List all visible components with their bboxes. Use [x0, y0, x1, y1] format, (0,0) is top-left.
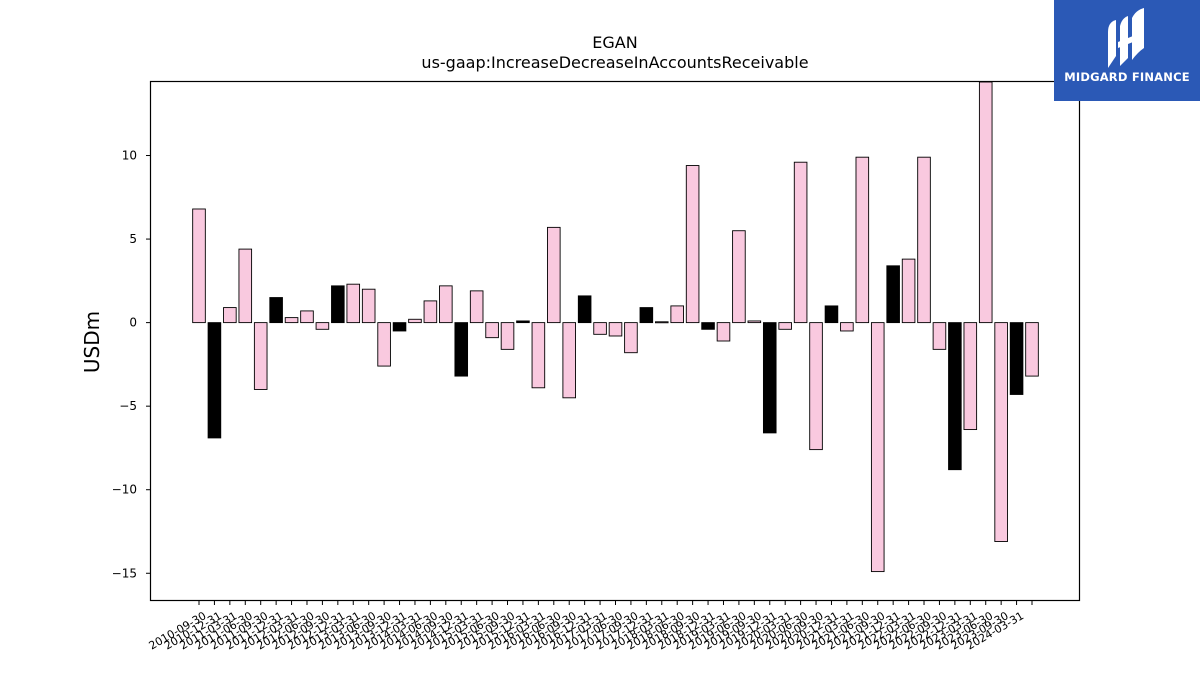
bar	[655, 321, 669, 324]
bar	[439, 285, 453, 324]
y-tick-label: −10	[112, 483, 137, 497]
bar	[716, 322, 731, 342]
bar	[809, 322, 823, 451]
bar	[670, 305, 684, 324]
midgard-logo-icon	[1108, 8, 1144, 68]
bar	[331, 285, 345, 324]
bar	[917, 156, 931, 324]
bar	[577, 295, 592, 324]
bar	[377, 322, 391, 367]
bar	[762, 322, 777, 434]
bar	[901, 258, 916, 324]
y-tick-label: −15	[112, 566, 137, 580]
bar	[747, 320, 762, 324]
bar	[346, 283, 361, 324]
bar	[793, 161, 808, 324]
y-tick-label: 10	[122, 149, 137, 163]
bar	[824, 305, 839, 324]
bar	[948, 322, 962, 471]
bar	[562, 322, 577, 399]
bar	[469, 290, 484, 324]
bar	[238, 248, 253, 324]
bar	[547, 226, 561, 324]
bar	[423, 300, 438, 324]
bar	[300, 310, 314, 324]
bar	[315, 322, 330, 330]
y-tick-label: 5	[129, 232, 137, 246]
bar	[778, 322, 792, 330]
chart-title: EGAN	[592, 33, 637, 52]
bar	[207, 322, 222, 439]
bar	[701, 322, 715, 330]
bar	[840, 322, 854, 332]
bar	[223, 307, 237, 324]
bar	[932, 322, 947, 350]
bar	[870, 322, 885, 573]
bar	[1025, 322, 1039, 377]
logo-text: MIDGARD FINANCE	[1064, 70, 1190, 84]
bar	[253, 322, 268, 390]
midgard-logo: MIDGARD FINANCE	[1054, 0, 1200, 101]
bar	[531, 322, 546, 389]
bar	[284, 317, 299, 324]
bar	[639, 307, 654, 324]
y-axis-label: USDm	[80, 311, 104, 373]
bar	[685, 165, 700, 324]
plot-frame	[149, 80, 1081, 602]
bars	[192, 81, 1039, 573]
bar	[886, 265, 900, 324]
bar	[516, 320, 530, 324]
bar	[593, 322, 607, 335]
bar	[978, 81, 993, 324]
bar	[1009, 322, 1024, 395]
bar	[500, 322, 515, 350]
bar	[624, 322, 638, 354]
bar	[485, 322, 499, 339]
bar	[269, 297, 283, 324]
bar	[392, 322, 407, 332]
chart-subtitle: us-gaap:IncreaseDecreaseInAccountsReceiv…	[421, 53, 808, 72]
y-tick-label: 0	[129, 316, 137, 330]
bar	[855, 156, 870, 324]
bar	[454, 322, 469, 377]
bar	[608, 322, 623, 337]
bar	[963, 322, 978, 431]
bar	[361, 288, 376, 324]
x-ticks: 2010-09-302010-12-312011-03-312011-06-30…	[147, 600, 1033, 652]
bar	[192, 208, 206, 324]
bar	[732, 230, 746, 324]
bar	[408, 318, 422, 324]
bar	[994, 322, 1008, 542]
y-tick-label: −5	[119, 399, 137, 413]
y-ticks: −15 −10 −5 0 5 10	[112, 149, 151, 580]
